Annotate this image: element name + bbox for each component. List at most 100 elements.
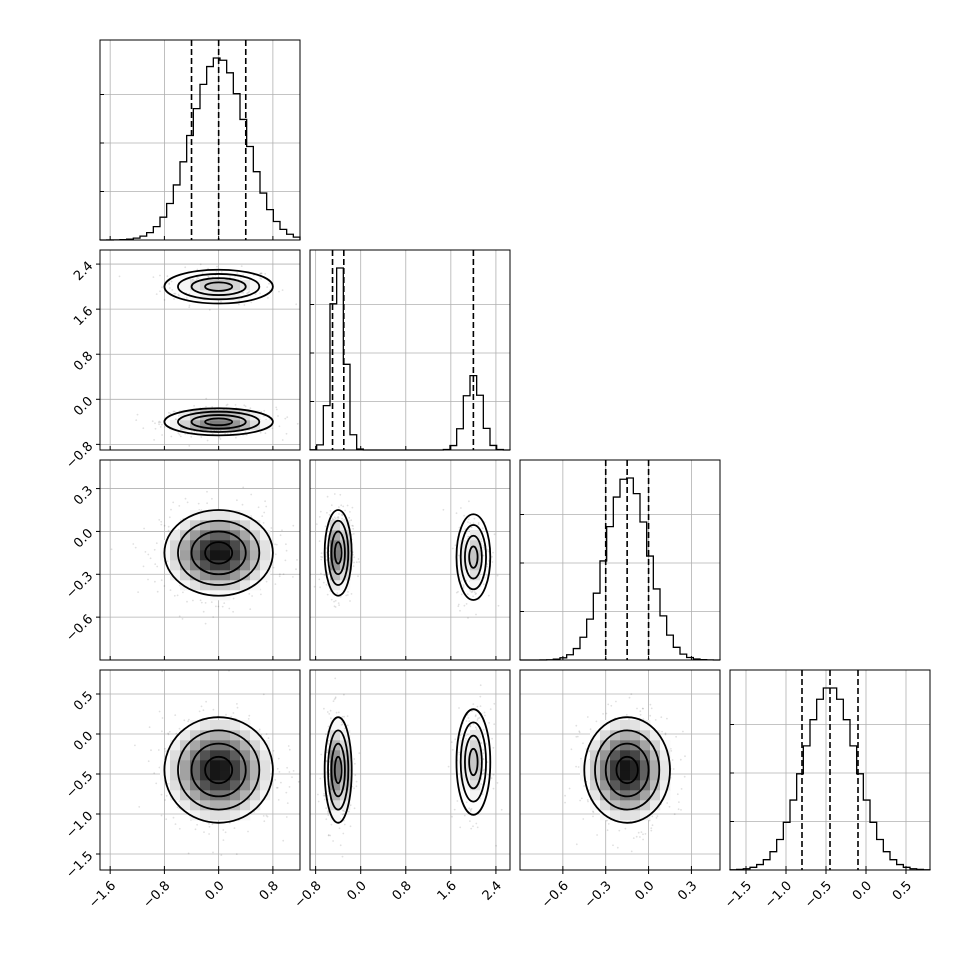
contour-1-3 (455, 708, 492, 816)
sample-point (264, 432, 267, 435)
sample-point (274, 543, 276, 546)
density-cell (250, 790, 261, 801)
density-cell (200, 290, 211, 301)
sample-point (182, 591, 184, 594)
sample-point (315, 523, 318, 525)
sample-point (339, 493, 342, 496)
density-cell (210, 810, 221, 821)
sample-point (202, 610, 205, 613)
sample-point (578, 730, 581, 733)
y-tick-label: −1.5 (63, 849, 96, 882)
y-tick-label: −0.3 (63, 569, 96, 602)
sample-point (343, 823, 346, 826)
sample-point (166, 783, 169, 785)
density-cell (200, 580, 211, 591)
y-tick-label: 2.4 (71, 259, 96, 284)
sample-point (185, 297, 188, 299)
sample-point (327, 810, 329, 813)
sample-point (164, 747, 166, 750)
sample-point (341, 517, 343, 520)
sample-point (286, 416, 289, 418)
density-cell (230, 580, 241, 591)
sample-point (188, 718, 190, 721)
sample-point (218, 436, 221, 439)
density-cell (170, 560, 181, 571)
sample-point (151, 420, 154, 423)
sample-point (355, 780, 358, 783)
sample-point (238, 303, 240, 306)
sample-point (295, 568, 297, 571)
sample-point (332, 700, 335, 703)
sample-point (200, 705, 203, 708)
sample-point (464, 528, 466, 530)
sample-point (240, 277, 242, 280)
sample-point (482, 769, 485, 772)
histogram-1 (309, 267, 511, 451)
sample-point (340, 724, 343, 726)
density-cell (620, 750, 631, 761)
density-cell (220, 800, 231, 811)
y-tick-label: 0.5 (71, 689, 96, 714)
sample-point (500, 808, 503, 811)
sample-point (337, 602, 340, 604)
sample-point (577, 766, 580, 768)
sample-point (457, 590, 459, 593)
x-tick-label: 1.6 (435, 878, 460, 903)
sample-point (465, 603, 468, 605)
sample-point (285, 432, 288, 435)
sample-point (288, 748, 291, 751)
sample-point (680, 788, 683, 790)
sample-point (483, 768, 485, 771)
density-cell (260, 770, 271, 781)
sample-point (459, 826, 462, 829)
sample-point (323, 707, 325, 710)
sample-point (451, 547, 454, 550)
density-cell (220, 730, 231, 741)
density-cell (640, 740, 651, 751)
sample-point (158, 423, 161, 426)
pair-frame-0-2 (99, 459, 301, 661)
sample-point (323, 792, 325, 795)
sample-point (262, 693, 265, 696)
sample-point (470, 827, 473, 830)
sample-point (188, 304, 191, 307)
sample-point (582, 818, 585, 820)
density-cell (340, 780, 351, 791)
sample-point (488, 722, 490, 724)
sample-point (259, 272, 262, 275)
sample-point (644, 833, 647, 835)
sample-point (491, 561, 494, 563)
sample-point (157, 749, 160, 751)
hist-frame-3 (729, 669, 931, 871)
sample-point (284, 417, 287, 420)
hist-panel-3 (729, 669, 931, 871)
sample-point (178, 727, 181, 730)
sample-point (285, 816, 288, 818)
contour-0-0 (333, 755, 343, 785)
pair-panel-1-2 (309, 459, 511, 661)
contour-0-2 (177, 729, 261, 811)
density-cell (620, 770, 631, 781)
sample-point (260, 410, 263, 413)
sample-point (161, 717, 164, 719)
sample-point (190, 435, 193, 438)
density-cell (170, 780, 181, 791)
density-cell (610, 810, 621, 821)
sample-point (342, 832, 345, 835)
sample-point (268, 282, 270, 285)
density-cell (210, 800, 221, 811)
sample-point (172, 501, 175, 504)
contour-0-0 (204, 281, 234, 292)
sample-point (164, 799, 167, 801)
density-cell (210, 720, 221, 731)
sample-point (482, 758, 485, 761)
sample-point (224, 831, 227, 834)
sample-point (274, 779, 277, 781)
hist-panel-1 (309, 249, 511, 451)
sample-point (147, 760, 150, 763)
sample-point (654, 719, 657, 721)
density-cell (200, 520, 211, 531)
sample-point (331, 517, 334, 520)
sample-point (296, 422, 299, 425)
density-cell (600, 740, 611, 751)
